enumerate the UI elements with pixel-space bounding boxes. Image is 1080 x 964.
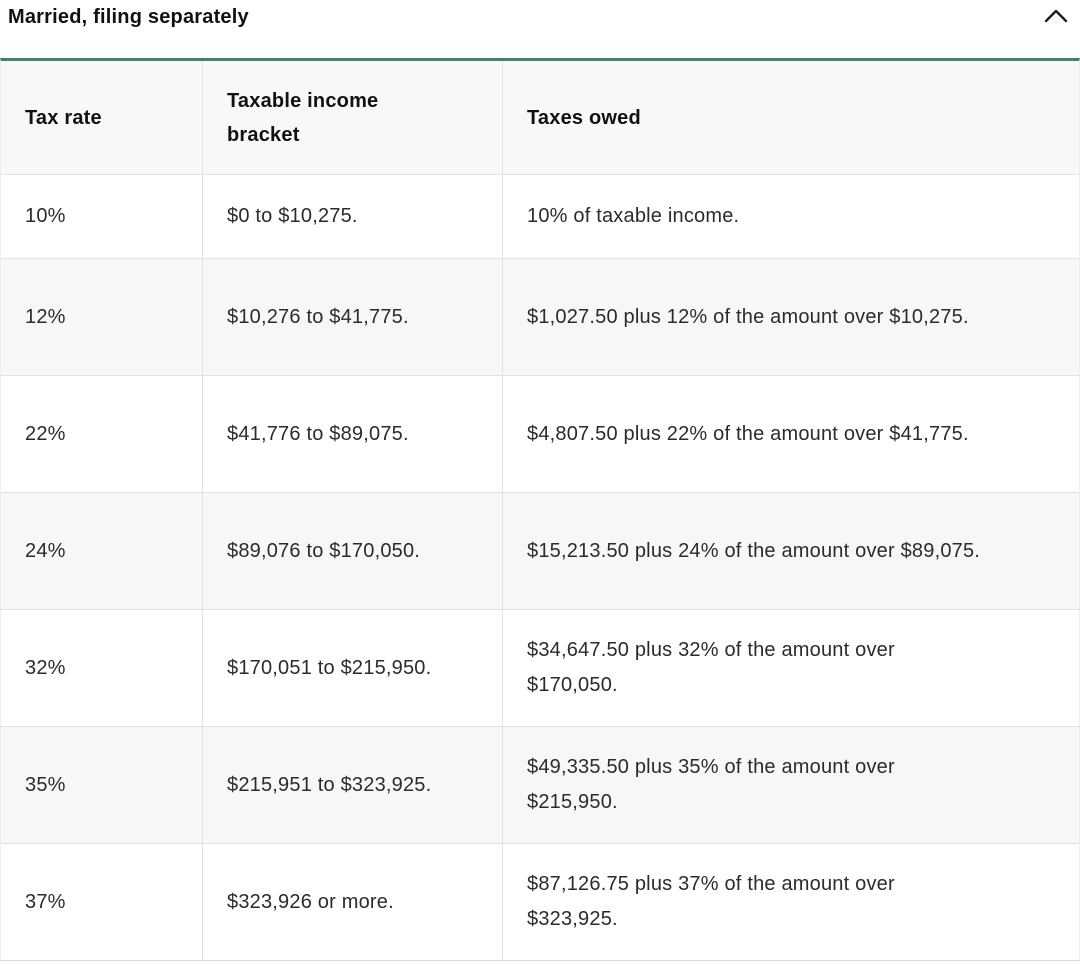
- column-header-tax-rate: Tax rate: [1, 61, 202, 174]
- tax-rate-cell: 22%: [1, 376, 202, 492]
- collapse-section-button[interactable]: [1042, 6, 1070, 26]
- income-bracket-cell: $41,776 to $89,075.: [202, 376, 502, 492]
- table-row: 24% $89,076 to $170,050. $15,213.50 plus…: [1, 492, 1079, 609]
- table-row: 35% $215,951 to $323,925. $49,335.50 plu…: [1, 726, 1079, 843]
- taxes-owed-value: $1,027.50 plus 12% of the amount over $1…: [527, 305, 969, 328]
- column-header-label: Taxes owed: [527, 106, 641, 129]
- tax-rate-value: 35%: [25, 773, 66, 796]
- taxes-owed-cell: $34,647.50 plus 32% of the amount over $…: [502, 610, 1079, 726]
- chevron-up-icon: [1044, 9, 1068, 27]
- table-row: 22% $41,776 to $89,075. $4,807.50 plus 2…: [1, 375, 1079, 492]
- table-row: 12% $10,276 to $41,775. $1,027.50 plus 1…: [1, 258, 1079, 375]
- taxes-owed-value: $87,126.75 plus 37% of the amount over $…: [527, 873, 895, 930]
- tax-rate-value: 10%: [25, 205, 66, 227]
- taxes-owed-value: 10% of taxable income.: [527, 205, 740, 227]
- income-bracket-cell: $0 to $10,275.: [202, 175, 502, 258]
- taxes-owed-value: $34,647.50 plus 32% of the amount over $…: [527, 639, 895, 696]
- income-bracket-cell: $215,951 to $323,925.: [202, 727, 502, 843]
- tax-rate-value: 12%: [25, 305, 66, 328]
- panel-title: Married, filing separately: [8, 6, 249, 28]
- income-bracket-value: $170,051 to $215,950.: [227, 656, 432, 679]
- income-bracket-cell: $10,276 to $41,775.: [202, 259, 502, 375]
- panel-header: Married, filing separately: [0, 0, 1080, 58]
- table-header-row: Tax rate Taxable income bracket Taxes ow…: [1, 61, 1079, 174]
- tax-rate-cell: 10%: [1, 175, 202, 258]
- taxes-owed-value: $4,807.50 plus 22% of the amount over $4…: [527, 422, 969, 445]
- column-header-taxes-owed: Taxes owed: [502, 61, 1079, 174]
- taxes-owed-cell: $15,213.50 plus 24% of the amount over $…: [502, 493, 1079, 609]
- tax-rate-cell: 35%: [1, 727, 202, 843]
- taxes-owed-cell: $4,807.50 plus 22% of the amount over $4…: [502, 376, 1079, 492]
- taxes-owed-cell: $87,126.75 plus 37% of the amount over $…: [502, 844, 1079, 960]
- tax-rate-cell: 12%: [1, 259, 202, 375]
- income-bracket-value: $41,776 to $89,075.: [227, 422, 409, 445]
- table-row: 10% $0 to $10,275. 10% of taxable income…: [1, 174, 1079, 258]
- column-header-label: Taxable income bracket: [227, 89, 379, 146]
- income-bracket-cell: $323,926 or more.: [202, 844, 502, 960]
- table-row: 37% $323,926 or more. $87,126.75 plus 37…: [1, 843, 1079, 960]
- tax-rate-cell: 24%: [1, 493, 202, 609]
- taxes-owed-value: $15,213.50 plus 24% of the amount over $…: [527, 539, 981, 562]
- column-header-income-bracket: Taxable income bracket: [202, 61, 502, 174]
- taxes-owed-cell: 10% of taxable income.: [502, 175, 1079, 258]
- tax-rate-value: 32%: [25, 656, 66, 679]
- taxes-owed-cell: $49,335.50 plus 35% of the amount over $…: [502, 727, 1079, 843]
- income-bracket-value: $0 to $10,275.: [227, 205, 358, 227]
- tax-rate-value: 37%: [25, 890, 66, 913]
- tax-rate-cell: 37%: [1, 844, 202, 960]
- tax-rate-cell: 32%: [1, 610, 202, 726]
- income-bracket-value: $215,951 to $323,925.: [227, 773, 432, 796]
- income-bracket-value: $323,926 or more.: [227, 890, 394, 913]
- taxes-owed-cell: $1,027.50 plus 12% of the amount over $1…: [502, 259, 1079, 375]
- taxes-owed-value: $49,335.50 plus 35% of the amount over $…: [527, 756, 895, 813]
- income-bracket-value: $89,076 to $170,050.: [227, 539, 421, 562]
- tax-rate-value: 22%: [25, 422, 66, 445]
- tax-rate-value: 24%: [25, 539, 66, 562]
- income-bracket-cell: $89,076 to $170,050.: [202, 493, 502, 609]
- table-row: 32% $170,051 to $215,950. $34,647.50 plu…: [1, 609, 1079, 726]
- income-bracket-value: $10,276 to $41,775.: [227, 305, 409, 328]
- column-header-label: Tax rate: [25, 106, 102, 129]
- tax-rate-table: Tax rate Taxable income bracket Taxes ow…: [0, 58, 1080, 961]
- income-bracket-cell: $170,051 to $215,950.: [202, 610, 502, 726]
